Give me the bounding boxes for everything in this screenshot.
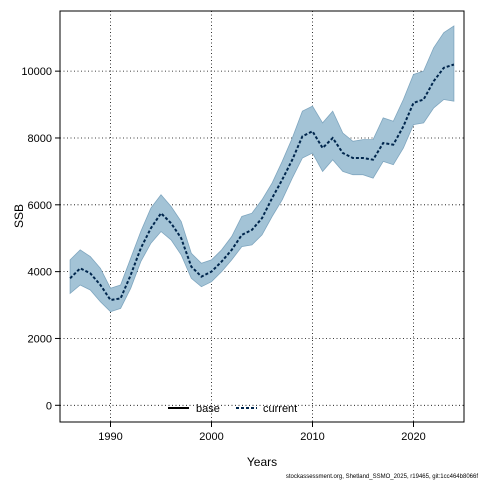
y-tick-label-2000: 2000 bbox=[28, 333, 52, 345]
series-line-current bbox=[69, 63, 455, 302]
x-tick-label-2010: 2010 bbox=[300, 431, 324, 443]
y-tick-label-10000: 10000 bbox=[21, 66, 52, 78]
legend-label-base: base bbox=[196, 403, 220, 415]
series-lines bbox=[69, 63, 455, 302]
y-axis-title: SSB bbox=[12, 204, 26, 228]
y-axis: 0 2000 4000 6000 8000 10000 bbox=[21, 66, 60, 412]
y-tick-label-0: 0 bbox=[46, 400, 52, 412]
x-tick-label-2000: 2000 bbox=[199, 431, 223, 443]
x-tick-label-1990: 1990 bbox=[98, 431, 122, 443]
x-tick-label-2020: 2020 bbox=[401, 431, 425, 443]
y-tick-label-4000: 4000 bbox=[28, 267, 52, 279]
ssb-confidence-band bbox=[69, 25, 455, 313]
x-axis: 1990 2000 2010 2020 bbox=[98, 422, 426, 443]
footnote: stockassessment.org, Shetland_SSMO_2025,… bbox=[286, 474, 478, 480]
y-tick-label-8000: 8000 bbox=[28, 133, 52, 145]
x-axis-title: Years bbox=[247, 455, 277, 469]
plot-frame bbox=[59, 10, 465, 423]
legend-label-current: current bbox=[263, 403, 297, 415]
y-tick-label-6000: 6000 bbox=[28, 200, 52, 212]
confidence-band-current bbox=[69, 25, 455, 313]
legend: base current bbox=[168, 403, 297, 415]
